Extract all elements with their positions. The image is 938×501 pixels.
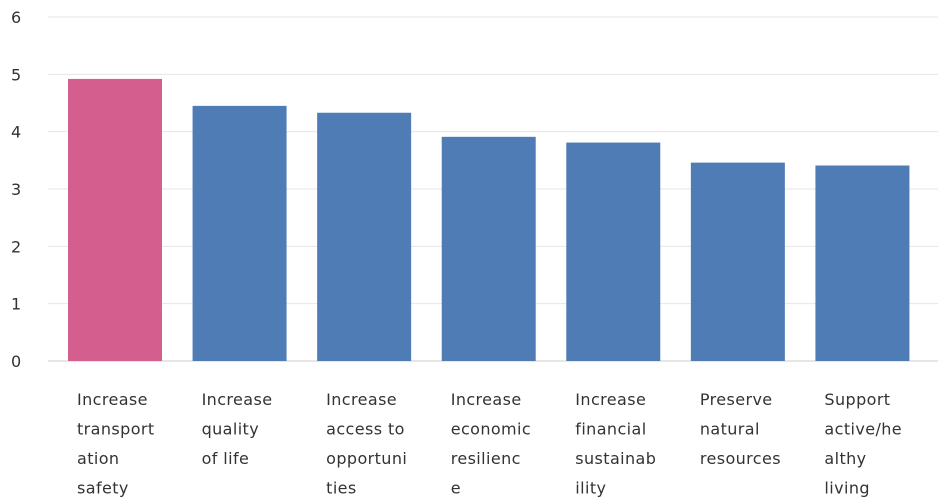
y-tick-label: 1: [11, 295, 21, 314]
bar: [815, 165, 910, 361]
x-tick-label-line: transport: [77, 420, 155, 439]
x-tick-label: Increase financial sustainab ility: [575, 390, 656, 497]
x-tick-label-line: ation: [77, 449, 119, 468]
bar: [68, 78, 162, 362]
x-tick-label-line: althy: [824, 449, 866, 468]
x-tick-label-line: Increase: [77, 390, 148, 409]
x-tick-label-line: ility: [575, 479, 606, 498]
x-tick-label: Increase quality of life: [202, 390, 273, 468]
bar: [317, 112, 412, 361]
y-tick-label: 2: [11, 237, 21, 256]
x-tick-label-line: natural: [700, 420, 760, 439]
x-tick-label-line: economic: [451, 420, 531, 439]
x-tick-label-line: active/he: [824, 420, 902, 439]
bar: [690, 162, 785, 361]
y-tick-label: 3: [11, 180, 21, 199]
x-tick-label: Support active/he althy living: [824, 390, 902, 497]
bar: [441, 136, 536, 361]
x-tick-label-line: access to: [326, 420, 405, 439]
x-tick-label-line: Preserve: [700, 390, 773, 409]
x-tick-label-line: e: [451, 479, 461, 498]
x-axis-labels: Increase transport ation safety Increase qual…: [77, 390, 902, 498]
y-tick-label: 0: [11, 352, 21, 371]
y-tick-label: 4: [11, 123, 21, 142]
bars: [68, 78, 910, 362]
x-tick-label-line: sustainab: [575, 449, 656, 468]
x-tick-label: Preserve natural resources: [700, 390, 781, 468]
x-tick-label-line: ties: [326, 479, 357, 498]
x-tick-label-line: Increase: [202, 390, 273, 409]
x-tick-label: Increase access to opportuni ties: [326, 390, 407, 497]
x-tick-label: Increase transport ation safety: [77, 390, 155, 497]
x-tick-label-line: of life: [202, 449, 250, 468]
bar: [192, 105, 287, 361]
x-tick-label-line: living: [824, 479, 870, 498]
x-tick-label-line: quality: [202, 420, 260, 439]
y-tick-label: 5: [11, 65, 21, 84]
bar: [566, 142, 661, 361]
y-axis-ticks: 0 1 2 3 4 5 6: [11, 8, 21, 371]
x-tick-label-line: Support: [824, 390, 890, 409]
x-tick-label-line: Increase: [326, 390, 397, 409]
x-tick-label-line: Increase: [451, 390, 522, 409]
x-tick-label-line: financial: [575, 420, 646, 439]
x-tick-label: Increase economic resilienc e: [451, 390, 531, 497]
x-tick-label-line: Increase: [575, 390, 646, 409]
x-tick-label-line: resources: [700, 449, 781, 468]
x-tick-label-line: resilienc: [451, 449, 521, 468]
x-tick-label-line: safety: [77, 479, 129, 498]
y-tick-label: 6: [11, 8, 21, 27]
x-tick-label-line: opportuni: [326, 449, 407, 468]
